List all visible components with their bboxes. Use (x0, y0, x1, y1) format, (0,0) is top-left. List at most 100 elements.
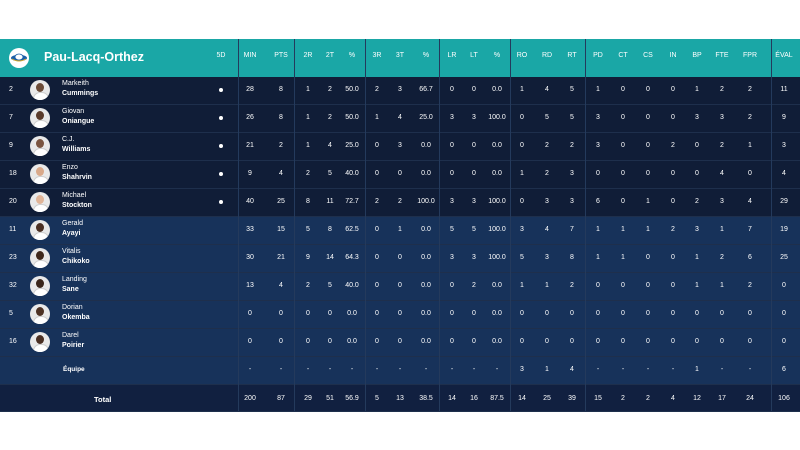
player-row[interactable]: 23 Vitalis Chikoko 30 21 9 14 64.3 0 0 0.0 3 3 100.0 5… (0, 245, 800, 273)
player-first-name[interactable]: Dorian (62, 304, 83, 311)
stat-cell-ro: 0 (520, 114, 524, 121)
stat-cell-2t: 11 (326, 198, 334, 205)
player-row[interactable]: 7 Giovan Oniangue 26 8 1 2 50.0 1 4 25.0 3 3 100.0 0 5 5… (0, 105, 800, 133)
player-first-name[interactable]: C.J. (62, 136, 75, 143)
player-last-name[interactable]: Okemba (62, 314, 90, 321)
stat-cell-ro: 0 (520, 142, 524, 149)
player-first-name[interactable]: Landing (62, 276, 87, 283)
stat-cell-pd: 0 (596, 282, 600, 289)
player-row[interactable]: 5 Dorian Okemba 0 0 0 0 0.0 0 0 0.0 0 0 0.0 0 0 0 0 0 0 0 0 0 0… (0, 301, 800, 329)
stat-cell-cs: 2 (646, 395, 650, 402)
stat-cell-3t: 3 (398, 142, 402, 149)
player-first-name[interactable]: Vitalis (62, 248, 81, 255)
stat-cell-3t: 4 (398, 114, 402, 121)
stat-cell-rd: 2 (545, 142, 549, 149)
jersey-number: 23 (9, 254, 17, 261)
stat-cell-in: 0 (671, 338, 675, 345)
stat-cell-pd: 6 (596, 198, 600, 205)
stat-cell-cs: - (646, 366, 650, 373)
stat-cell-fpr: 0 (748, 338, 752, 345)
jersey-number: 16 (9, 338, 17, 345)
stat-cell-lt: 5 (472, 226, 476, 233)
stat-cell-cs: 0 (646, 338, 650, 345)
player-last-name[interactable]: Oniangue (62, 118, 95, 125)
stat-cell-pts: 15 (277, 226, 285, 233)
stat-cell-2t: 0 (328, 338, 332, 345)
player-last-name[interactable]: Stockton (62, 202, 92, 209)
stat-cell-lt: 16 (470, 395, 478, 402)
stat-cell-rt: 39 (568, 395, 576, 402)
player-first-name[interactable]: Darel (62, 332, 79, 339)
player-row[interactable]: 11 Gerald Ayayi 33 15 5 8 62.5 0 1 0.0 5 5 100.0 3 4 7 1 1… (0, 217, 800, 245)
player-row[interactable]: 32 Landing Sane 13 4 2 5 40.0 0 0 0.0 0 2 0.0 1 1 2 0 0 0 0 1… (0, 273, 800, 301)
stat-cell-pts: 0 (279, 338, 283, 345)
stat-cell-bp: 0 (695, 142, 699, 149)
stat-cell-rd: 5 (545, 114, 549, 121)
player-row[interactable]: 18 Enzo Shahrvin 9 4 2 5 40.0 0 0 0.0 0 0 0.0 1 2 3 0 0 0 0 0… (0, 161, 800, 189)
stat-cell-in: 2 (671, 142, 675, 149)
jersey-number: 11 (9, 226, 17, 233)
stat-cell-pct: 0.0 (492, 310, 502, 317)
stat-cell-cs: 0 (646, 282, 650, 289)
column-separator (365, 39, 366, 411)
stat-cell-3t: 1 (398, 226, 402, 233)
stat-cell-3r: 0 (375, 170, 379, 177)
stat-cell-fpr: 0 (748, 310, 752, 317)
stat-cell-cs: 0 (646, 86, 650, 93)
stat-cell-rd: 1 (545, 366, 549, 373)
stat-cell-ro: 0 (520, 198, 524, 205)
stat-cell-fpr: 7 (748, 226, 752, 233)
stat-cell-ct: 0 (621, 142, 625, 149)
stat-cell-pts: 8 (279, 114, 283, 121)
stat-cell-fte: 4 (720, 170, 724, 177)
stat-cell-in: 0 (671, 170, 675, 177)
player-avatar (30, 192, 50, 212)
stat-cell-pct: 0.0 (492, 338, 502, 345)
stat-cell-rd: 3 (545, 198, 549, 205)
player-row[interactable]: 16 Darel Poirier 0 0 0 0 0.0 0 0 0.0 0 0 0.0 0 0 0 0 0 0 0 0 0… (0, 329, 800, 357)
player-first-name[interactable]: Michael (62, 192, 87, 199)
column-header-ro: RO (516, 52, 528, 59)
team-row-label: Équipe (63, 366, 85, 373)
player-last-name[interactable]: Chikoko (62, 258, 90, 265)
player-row[interactable]: 2 Markeith Cummings 28 8 1 2 50.0 2 3 66.7 0 0 0.0 1 4 5… (0, 77, 800, 105)
stat-cell-pct: 0.0 (421, 338, 431, 345)
stat-cell-min: 9 (248, 170, 252, 177)
stat-cell-fte: 3 (720, 198, 724, 205)
stat-cell-in: 0 (671, 310, 675, 317)
player-last-name[interactable]: Ayayi (62, 230, 81, 237)
player-row[interactable]: 20 Michael Stockton 40 25 8 11 72.7 2 2 100.0 3 3 100… (0, 189, 800, 217)
stat-cell-lr: 0 (450, 170, 454, 177)
player-first-name[interactable]: Giovan (62, 108, 85, 115)
column-header-pts: PTS (274, 52, 288, 59)
stat-cell-pct: 0.0 (421, 254, 431, 261)
stat-cell-3t: - (398, 366, 402, 373)
stat-cell-3t: 0 (398, 170, 402, 177)
stat-cell-fpr: - (748, 366, 752, 373)
player-last-name[interactable]: Sane (62, 286, 79, 293)
player-first-name[interactable]: Enzo (62, 164, 78, 171)
player-last-name[interactable]: Cummings (62, 90, 99, 97)
starter-indicator (219, 144, 223, 148)
player-first-name[interactable]: Markeith (62, 80, 89, 87)
stat-cell-fte: 3 (720, 114, 724, 121)
stat-cell-cs: 0 (646, 310, 650, 317)
player-first-name[interactable]: Gerald (62, 220, 84, 227)
stat-cell-min: 28 (246, 86, 254, 93)
team-logo (9, 48, 29, 68)
player-last-name[interactable]: Poirier (62, 342, 85, 349)
player-row[interactable]: 9 C.J. Williams 21 2 1 4 25.0 0 3 0.0 0 0 0.0 0 2 2 3 0 0 2 0… (0, 133, 800, 161)
stat-cell-pct: 50.0 (345, 86, 359, 93)
player-last-name[interactable]: Williams (62, 146, 91, 153)
stat-cell-cs: 1 (646, 226, 650, 233)
stat-cell-2t: 8 (328, 226, 332, 233)
stat-cell-fpr: 2 (748, 114, 752, 121)
stat-cell-ro: 0 (520, 310, 524, 317)
stat-cell-cs: 1 (646, 198, 650, 205)
player-last-name[interactable]: Shahrvin (62, 174, 92, 181)
column-header-lt: LT (470, 52, 478, 59)
jersey-number: 5 (9, 310, 13, 317)
stat-cell-3t: 2 (398, 198, 402, 205)
stat-cell-pd: 0 (596, 170, 600, 177)
stat-cell-cs: 0 (646, 142, 650, 149)
